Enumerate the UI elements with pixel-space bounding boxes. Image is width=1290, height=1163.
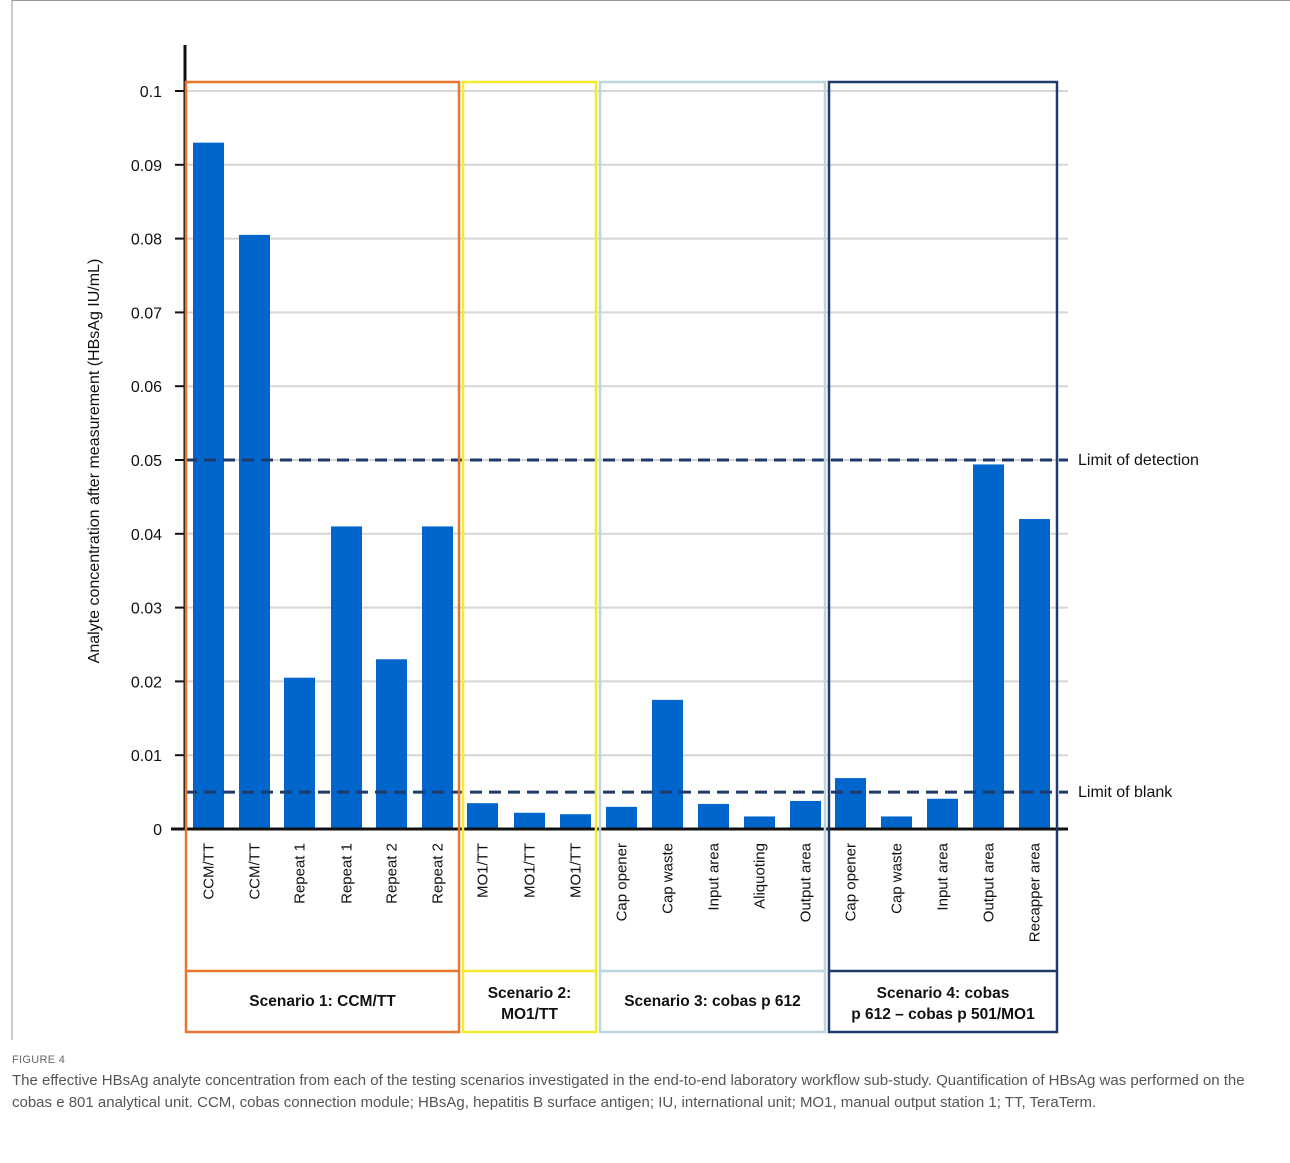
x-tick-label: Aliquoting: [752, 843, 769, 909]
scenario-label: Scenario 3: cobas p 612: [624, 993, 801, 1010]
scenario-box: [461, 80, 598, 1034]
x-tick-label: Repeat 1: [292, 843, 309, 904]
x-tick-label: Repeat 1: [339, 843, 356, 904]
x-tick-label: Cap opener: [843, 843, 860, 921]
bars: [193, 142, 1050, 829]
bar: [467, 803, 498, 829]
scenario-box: [827, 80, 1059, 1034]
x-tick-label: CCM/TT: [247, 843, 264, 900]
x-tick-label: Recapper area: [1027, 842, 1044, 942]
x-tick-label: Repeat 2: [384, 843, 401, 904]
y-tick-labels: 0 0.01 0.02 0.03 0.04 0.05 0.06 0.07 0.08 0.09 0.1: [131, 84, 162, 839]
scenario-label-line: Scenario 4: cobas: [877, 985, 1010, 1002]
x-tick-labels: CCM/TT CCM/TT Repeat 1 Repeat 1 Repeat 2 Repe…: [201, 842, 1044, 942]
y-tick-label: 0.1: [140, 84, 162, 101]
y-tick-label: 0.04: [131, 527, 162, 544]
figure-label: FIGURE 4: [12, 1054, 66, 1066]
bar: [744, 816, 775, 829]
bar: [376, 659, 407, 829]
bar: [606, 806, 637, 829]
y-tick-label: 0.07: [131, 305, 162, 322]
bar: [193, 142, 224, 829]
bar: [514, 812, 545, 829]
y-tick-label: 0.05: [131, 453, 162, 470]
x-tick-label: MO1/TT: [475, 843, 492, 898]
reference-line-label: Limit of blank: [1078, 784, 1173, 801]
gridlines: [185, 90, 1068, 757]
x-tick-label: Repeat 2: [430, 843, 447, 904]
x-tick-label: Input area: [706, 842, 723, 910]
reference-lines: Limit of detection Limit of blank: [185, 452, 1199, 801]
x-tick-label: MO1/TT: [522, 843, 539, 898]
bar: [284, 677, 315, 829]
x-tick-label: Cap waste: [660, 843, 677, 914]
bar: [790, 800, 821, 829]
bar: [1019, 519, 1050, 829]
x-tick-label: Input area: [935, 842, 952, 910]
scenario-label: Scenario 1: CCM/TT: [249, 993, 396, 1010]
reference-line-label: Limit of detection: [1078, 452, 1199, 469]
y-tick-label: 0.06: [131, 379, 162, 396]
y-tick-label: 0.02: [131, 674, 162, 691]
bar: [881, 816, 912, 829]
bar: [652, 699, 683, 829]
figure-caption: FIGURE 4 The effective HBsAg analyte con…: [12, 1054, 1262, 1114]
y-tick-label: 0.03: [131, 601, 162, 618]
bar: [239, 234, 270, 829]
x-tick-label: MO1/TT: [568, 843, 585, 898]
x-tick-label: Output area: [981, 842, 998, 922]
bar: [698, 803, 729, 829]
scenario-groups: Scenario 1: CCM/TT Scenario 2: MO1/TTScena…: [184, 80, 1059, 1034]
scenario-label-line: Scenario 2:: [488, 985, 572, 1002]
bar-chart: Limit of detection Limit of blank 0 0.01 0.…: [11, 0, 1290, 1040]
scenario-label: Scenario 2: MO1/TT: [488, 985, 572, 1023]
scenario-label: Scenario 4: cobas p 612 – cobas p 501/MO1: [851, 985, 1035, 1023]
scenario-box: [184, 80, 461, 1034]
scenario-label-line: p 612 – cobas p 501/MO1: [851, 1006, 1035, 1023]
bar: [331, 526, 362, 829]
y-tick-label: 0.09: [131, 158, 162, 175]
bar: [422, 526, 453, 829]
y-tick-label: 0.08: [131, 232, 162, 249]
x-tick-label: CCM/TT: [201, 843, 218, 900]
bar: [973, 464, 1004, 829]
bar: [927, 798, 958, 829]
caption-text: The effective HBsAg analyte concentratio…: [12, 1072, 1245, 1111]
x-tick-label: Cap waste: [889, 843, 906, 914]
bar: [835, 778, 866, 829]
y-tick-label: 0: [153, 822, 162, 839]
y-tick-label: 0.01: [131, 748, 162, 765]
x-tick-label: Output area: [798, 842, 815, 922]
scenario-box: [598, 80, 827, 1034]
scenario-label-line: MO1/TT: [501, 1006, 558, 1023]
y-axis-label: Analyte concentration after measurement …: [86, 259, 103, 664]
x-tick-label: Cap opener: [614, 843, 631, 921]
bar: [560, 814, 591, 829]
